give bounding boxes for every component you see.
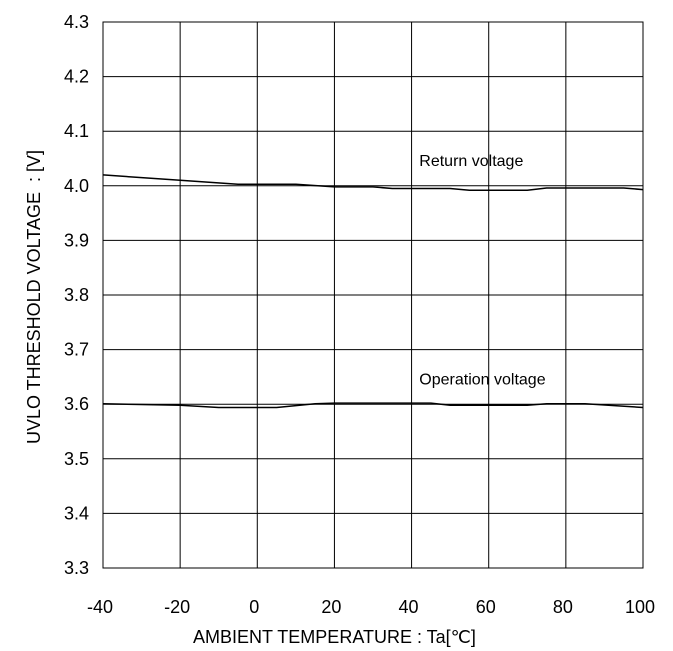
annotations: Return voltage Operation voltage	[419, 153, 545, 388]
series-line-operation-voltage	[102, 402, 644, 409]
y-tick-label: 3.5	[64, 449, 89, 469]
y-tick-label: 3.4	[64, 503, 89, 523]
y-tick-label: 4.0	[64, 176, 89, 196]
plot-area-frame	[102, 21, 644, 569]
x-tick-label: 0	[249, 597, 259, 617]
gridlines	[103, 22, 643, 568]
y-tick-label: 4.2	[64, 67, 89, 87]
y-tick-label: 3.9	[64, 230, 89, 250]
y-tick-label: 3.6	[64, 394, 89, 414]
x-tick-label: 60	[476, 597, 496, 617]
series-annotation: Operation voltage	[419, 372, 545, 389]
series-annotation: Return voltage	[419, 153, 523, 170]
y-tick-label: 3.7	[64, 340, 89, 360]
x-tick-label: 20	[321, 597, 341, 617]
x-tick-label: 40	[399, 597, 419, 617]
x-tick-label: -20	[164, 597, 190, 617]
series-line-return-voltage	[102, 174, 644, 191]
x-tick-label: -40	[87, 597, 113, 617]
x-tick-label: 100	[625, 597, 655, 617]
x-tick-label: 80	[553, 597, 573, 617]
series-lines	[102, 174, 644, 409]
y-axis-title: UVLO THRESHOLD VOLTAGE : [V]	[24, 150, 44, 444]
y-tick-label: 4.3	[64, 12, 89, 32]
x-tick-labels: -40 -20 0 20 40 60 80 100	[87, 597, 655, 617]
y-tick-label: 3.8	[64, 285, 89, 305]
y-tick-label: 3.3	[64, 558, 89, 578]
x-axis-title: AMBIENT TEMPERATURE : Ta[℃]	[193, 627, 476, 647]
y-tick-labels: 3.3 3.4 3.5 3.6 3.7 3.8 3.9 4.0 4.1 4.2 4.3	[64, 12, 89, 578]
y-tick-label: 4.1	[64, 121, 89, 141]
